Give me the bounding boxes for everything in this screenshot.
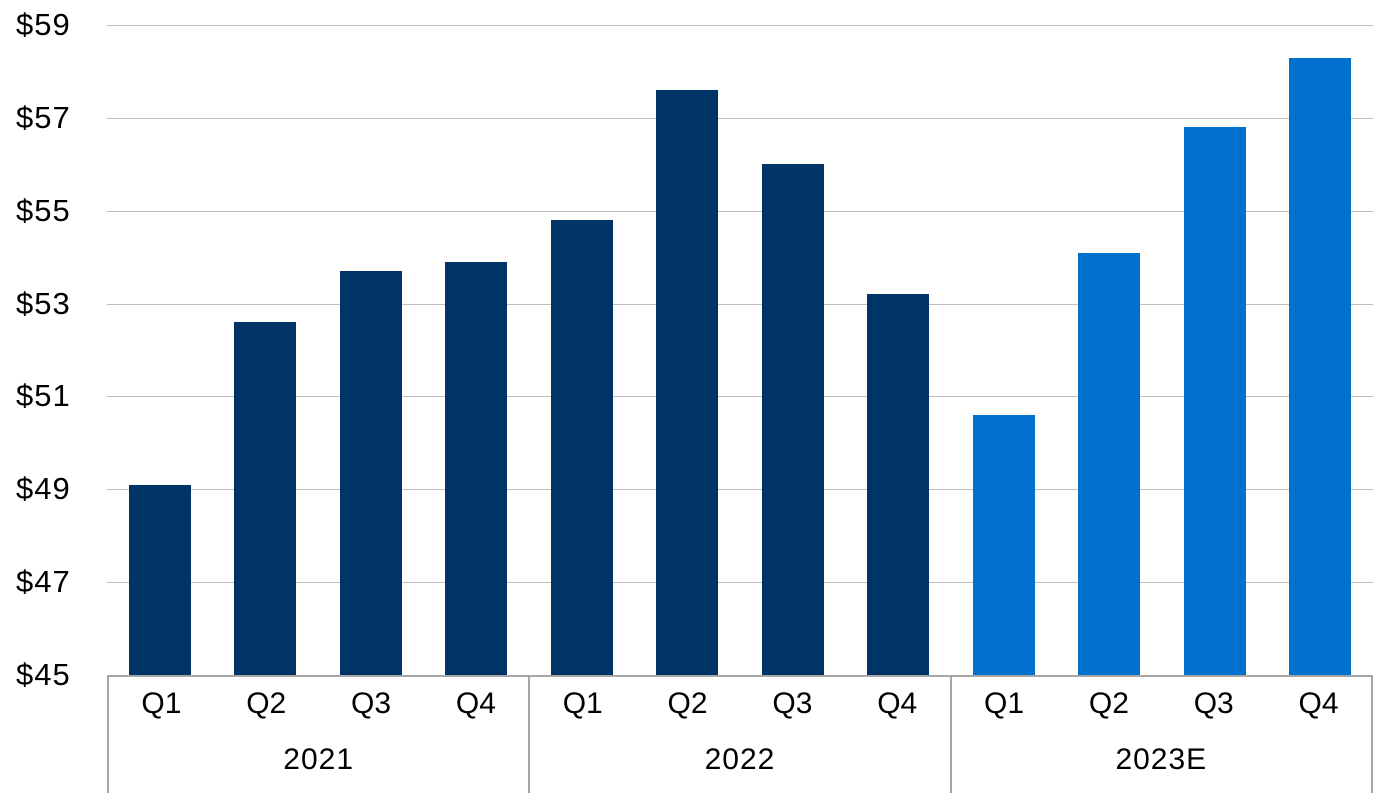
quarter-row-2021: Q1 Q2 Q3 Q4 <box>109 677 528 731</box>
bar-slot-2021-Q4 <box>424 25 530 675</box>
quarter-label-2023E-Q2: Q2 <box>1088 687 1129 720</box>
plot-area <box>107 25 1373 675</box>
bar-slot-2023E-Q2 <box>1057 25 1163 675</box>
y-tick-label-57: $57 <box>16 99 71 135</box>
bar-2021-Q1 <box>128 484 191 675</box>
quarter-label-2022-Q3: Q3 <box>772 687 813 720</box>
y-tick-label-51: $51 <box>16 378 71 414</box>
gridline-49 <box>107 489 1373 491</box>
gridline-59 <box>107 25 1373 26</box>
year-label-2021: 2021 <box>283 743 355 776</box>
quarter-label-2021-Q2: Q2 <box>246 687 287 720</box>
quarter-row-2023E: Q1 Q2 Q3 Q4 <box>952 677 1371 731</box>
y-tick-label-49: $49 <box>16 471 71 507</box>
y-tick-label-59: $59 <box>16 7 71 42</box>
y-axis: $45 $47 $49 $51 $53 $55 $57 $59 <box>0 7 107 692</box>
quarter-label-2023E-Q4: Q4 <box>1298 687 1339 720</box>
year-label-2022: 2022 <box>704 743 776 776</box>
quarter-label-2022-Q2: Q2 <box>667 687 708 720</box>
bar-2022-Q2 <box>656 90 719 675</box>
bar-2023E-Q3 <box>1183 127 1246 675</box>
bar-2021-Q2 <box>234 322 297 675</box>
bar-slot-2022-Q2 <box>635 25 741 675</box>
quarter-label-2021-Q4: Q4 <box>455 687 496 720</box>
bar-slot-2022-Q1 <box>529 25 635 675</box>
quarter-row-2022: Q1 Q2 Q3 Q4 <box>530 677 949 731</box>
year-group-2022: Q1 Q2 Q3 Q4 2022 <box>528 677 949 793</box>
bar-2023E-Q4 <box>1289 57 1352 675</box>
y-tick-label-47: $47 <box>16 564 71 600</box>
bar-2021-Q3 <box>339 271 402 675</box>
bar-slot-2022-Q4 <box>846 25 952 675</box>
bar-2023E-Q1 <box>972 415 1035 675</box>
bar-slot-2023E-Q4 <box>1268 25 1374 675</box>
bar-slot-2021-Q2 <box>213 25 319 675</box>
bar-2021-Q4 <box>445 261 508 675</box>
bar-2022-Q4 <box>867 294 930 675</box>
gridline-53 <box>107 303 1373 305</box>
bar-2022-Q3 <box>761 164 824 675</box>
quarter-label-2021-Q1: Q1 <box>141 687 182 720</box>
y-tick-label-55: $55 <box>16 192 71 228</box>
bar-slot-2023E-Q1 <box>951 25 1057 675</box>
bar-2023E-Q2 <box>1078 252 1141 675</box>
gridline-57 <box>107 117 1373 119</box>
y-tick-label-53: $53 <box>16 285 71 321</box>
year-label-2023E: 2023E <box>1115 743 1208 776</box>
quarter-label-2022-Q4: Q4 <box>877 687 918 720</box>
bar-2022-Q1 <box>550 220 613 675</box>
bars-row <box>107 25 1373 675</box>
year-group-2023E: Q1 Q2 Q3 Q4 2023E <box>949 677 1371 793</box>
bar-slot-2021-Q3 <box>318 25 424 675</box>
quarter-label-2022-Q1: Q1 <box>562 687 603 720</box>
quarter-label-2023E-Q1: Q1 <box>984 687 1025 720</box>
y-tick-label-45: $45 <box>16 657 71 692</box>
quarter-label-2021-Q3: Q3 <box>351 687 392 720</box>
gridline-51 <box>107 396 1373 398</box>
gridline-55 <box>107 210 1373 212</box>
year-group-2021: Q1 Q2 Q3 Q4 2021 <box>109 677 528 793</box>
bar-slot-2021-Q1 <box>107 25 213 675</box>
quarter-label-2023E-Q3: Q3 <box>1193 687 1234 720</box>
bar-slot-2023E-Q3 <box>1162 25 1268 675</box>
gridline-47 <box>107 582 1373 584</box>
x-axis: Q1 Q2 Q3 Q4 2021 Q1 Q2 Q3 Q4 2022 Q1 Q2 Q3 Q4 2023E <box>107 675 1373 793</box>
bar-slot-2022-Q3 <box>740 25 846 675</box>
